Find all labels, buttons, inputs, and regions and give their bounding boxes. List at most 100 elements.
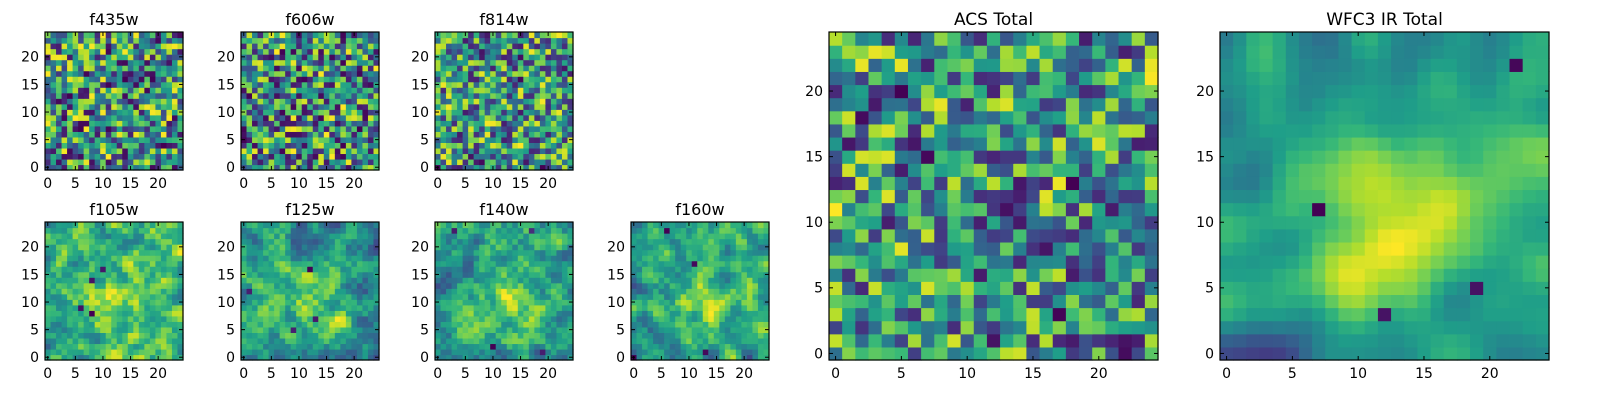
- heatmap-cell: [473, 92, 480, 99]
- heatmap-cell: [323, 131, 330, 138]
- heatmap-cell: [921, 215, 935, 230]
- heatmap-cell: [67, 227, 74, 234]
- heatmap-cell: [550, 326, 558, 333]
- heatmap-cell: [149, 244, 156, 251]
- heatmap-cell: [100, 109, 107, 116]
- heatmap-cell: [631, 260, 638, 267]
- heatmap-cell: [763, 321, 770, 328]
- heatmap-cell: [285, 70, 292, 77]
- heatmap-cell: [539, 249, 546, 256]
- heatmap-cell: [116, 326, 123, 333]
- heatmap-cell: [373, 98, 380, 105]
- heatmap-cell: [373, 142, 380, 149]
- heatmap-cell: [263, 332, 270, 339]
- heatmap-cell: [1131, 255, 1146, 269]
- heatmap-cell: [340, 326, 347, 333]
- heatmap-cell: [312, 315, 319, 322]
- heatmap-cell: [301, 164, 308, 171]
- heatmap-cell: [724, 348, 731, 356]
- heatmap-cell: [647, 233, 654, 240]
- heatmap-cell: [484, 244, 491, 251]
- heatmap-cell: [1026, 189, 1041, 204]
- heatmap-cell: [561, 354, 569, 361]
- heatmap-cell: [133, 266, 140, 273]
- heatmap-cell: [83, 48, 90, 55]
- heatmap-cell: [550, 238, 558, 245]
- heatmap-cell: [116, 81, 123, 88]
- heatmap-cell: [506, 81, 513, 88]
- heatmap-cell: [351, 277, 358, 284]
- heatmap-cell: [506, 147, 513, 155]
- heatmap-cell: [279, 299, 286, 306]
- heatmap-cell: [144, 87, 151, 94]
- heatmap-cell: [484, 81, 491, 88]
- heatmap-cell: [312, 332, 319, 339]
- heatmap-cell: [757, 233, 765, 240]
- heatmap-cell: [50, 315, 57, 322]
- heatmap-cell: [517, 98, 524, 105]
- heatmap-cell: [345, 227, 352, 234]
- heatmap-cell: [556, 125, 563, 132]
- heatmap-cell: [122, 249, 129, 256]
- heatmap-cell: [105, 343, 112, 350]
- heatmap-cell: [539, 288, 546, 295]
- heatmap-cell: [462, 233, 469, 240]
- heatmap-cell: [523, 337, 530, 345]
- heatmap-cell: [539, 321, 546, 328]
- heatmap-cell: [312, 255, 319, 262]
- heatmap-cell: [83, 293, 90, 300]
- heatmap-cell: [340, 153, 347, 160]
- heatmap-cell: [702, 288, 709, 295]
- heatmap-cell: [67, 321, 74, 328]
- heatmap-cell: [312, 326, 319, 333]
- heatmap-cell: [686, 348, 693, 356]
- heatmap-cell: [631, 293, 638, 300]
- heatmap-cell: [446, 332, 453, 339]
- heatmap-cell: [329, 54, 336, 61]
- heatmap-cell: [501, 266, 508, 273]
- heatmap-cell: [268, 87, 275, 94]
- heatmap-cell: [506, 120, 513, 127]
- heatmap-cell: [78, 87, 85, 94]
- heatmap-cell: [517, 153, 524, 160]
- heatmap-cell: [285, 54, 292, 61]
- heatmap-cell: [653, 260, 660, 267]
- heatmap-cell: [351, 244, 358, 251]
- heatmap-cell: [523, 37, 530, 44]
- heatmap-cell: [83, 98, 90, 105]
- heatmap-cell: [757, 310, 765, 317]
- heatmap-cell: [479, 43, 486, 50]
- heatmap-cell: [94, 32, 101, 39]
- heatmap-cell: [545, 153, 552, 160]
- heatmap-cell: [100, 54, 107, 61]
- heatmap-cell: [67, 114, 74, 121]
- heatmap-cell: [279, 103, 286, 110]
- heatmap-cell: [274, 348, 281, 356]
- heatmap-cell: [517, 43, 524, 50]
- heatmap-cell: [462, 326, 469, 333]
- heatmap-cell: [534, 293, 541, 300]
- heatmap-cell: [56, 65, 63, 72]
- heatmap-cell: [523, 288, 530, 295]
- heatmap-cell: [166, 81, 173, 88]
- heatmap-cell: [719, 271, 726, 278]
- heatmap-cell: [78, 282, 85, 289]
- heatmap-cell: [318, 277, 325, 284]
- heatmap-cell: [296, 266, 303, 273]
- heatmap-cell: [517, 255, 524, 262]
- heatmap-cell: [290, 277, 297, 284]
- heatmap-cell: [263, 282, 270, 289]
- heatmap-cell: [1118, 307, 1133, 322]
- heatmap-cell: [122, 348, 129, 356]
- heatmap-cell: [440, 293, 447, 300]
- heatmap-cell: [105, 54, 112, 61]
- heatmap-cell: [473, 142, 480, 149]
- heatmap-cell: [746, 310, 754, 317]
- heatmap-cell: [561, 32, 569, 39]
- heatmap-cell: [171, 260, 179, 267]
- heatmap-cell: [105, 92, 112, 99]
- heatmap-cell: [528, 293, 535, 300]
- heatmap-cell: [111, 343, 118, 350]
- heatmap-cell: [1052, 163, 1067, 177]
- heatmap-cell: [334, 299, 341, 306]
